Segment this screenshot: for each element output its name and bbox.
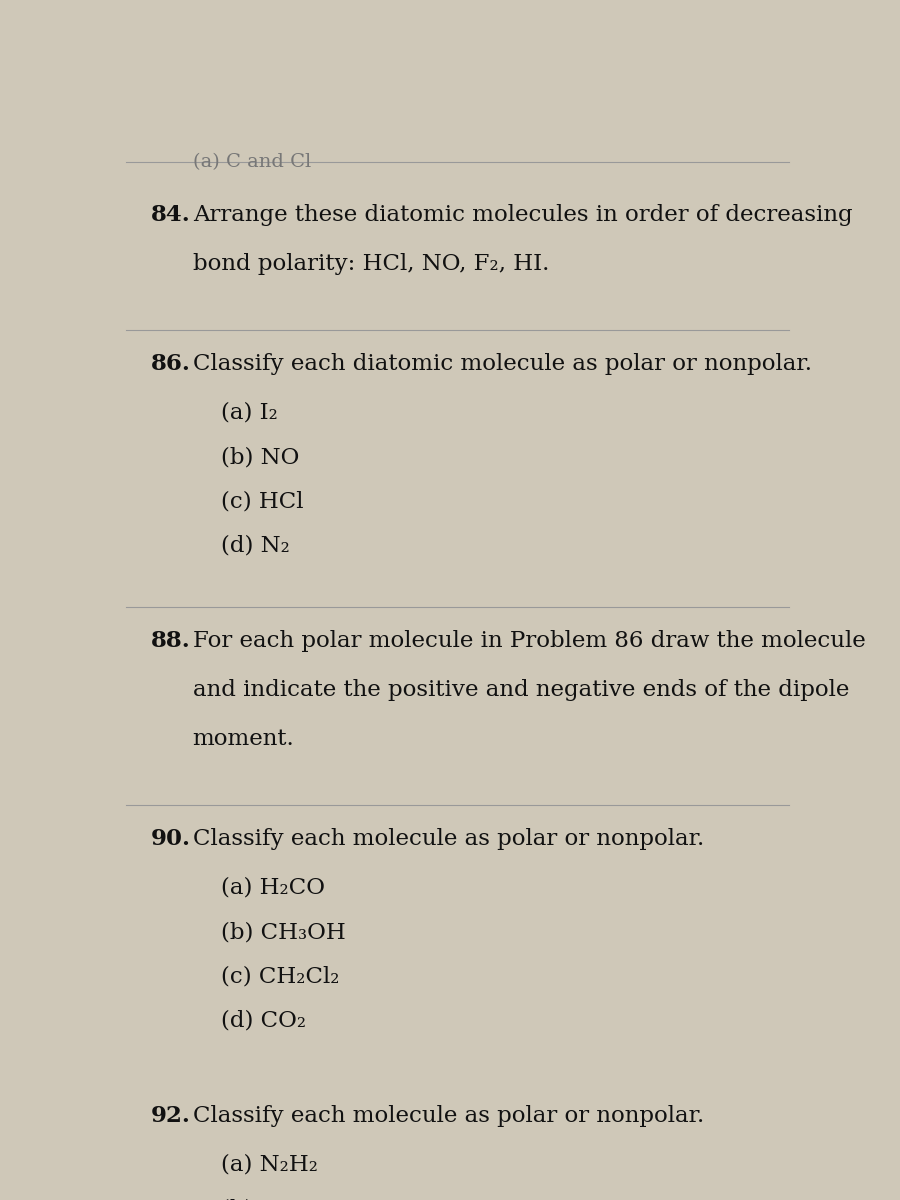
Text: (a) H₂CO: (a) H₂CO <box>220 877 325 899</box>
Text: 86.: 86. <box>151 353 191 374</box>
Text: (c) HCl: (c) HCl <box>220 491 303 512</box>
Text: (d) N₂: (d) N₂ <box>220 535 290 557</box>
Text: (a) C and Cl: (a) C and Cl <box>193 154 311 172</box>
Text: Classify each molecule as polar or nonpolar.: Classify each molecule as polar or nonpo… <box>193 1105 704 1127</box>
Text: bond polarity: HCl, NO, F₂, HI.: bond polarity: HCl, NO, F₂, HI. <box>193 253 549 275</box>
Text: (b) H₂O₂: (b) H₂O₂ <box>220 1199 318 1200</box>
Text: Classify each molecule as polar or nonpolar.: Classify each molecule as polar or nonpo… <box>193 828 704 850</box>
Text: 92.: 92. <box>151 1105 191 1127</box>
Text: For each polar molecule in Problem 86 draw the molecule: For each polar molecule in Problem 86 dr… <box>193 630 866 652</box>
Text: (c) CH₂Cl₂: (c) CH₂Cl₂ <box>220 966 339 988</box>
Text: and indicate the positive and negative ends of the dipole: and indicate the positive and negative e… <box>193 679 849 701</box>
Text: 84.: 84. <box>151 204 191 226</box>
Text: 90.: 90. <box>151 828 191 850</box>
Text: moment.: moment. <box>193 728 294 750</box>
Text: (d) CO₂: (d) CO₂ <box>220 1009 306 1032</box>
Text: Arrange these diatomic molecules in order of decreasing: Arrange these diatomic molecules in orde… <box>193 204 852 226</box>
Text: (a) I₂: (a) I₂ <box>220 402 277 424</box>
Text: (a) N₂H₂: (a) N₂H₂ <box>220 1154 318 1176</box>
Text: (b) NO: (b) NO <box>220 446 299 468</box>
Text: 88.: 88. <box>151 630 191 652</box>
Text: Classify each diatomic molecule as polar or nonpolar.: Classify each diatomic molecule as polar… <box>193 353 812 374</box>
Text: (b) CH₃OH: (b) CH₃OH <box>220 922 346 943</box>
